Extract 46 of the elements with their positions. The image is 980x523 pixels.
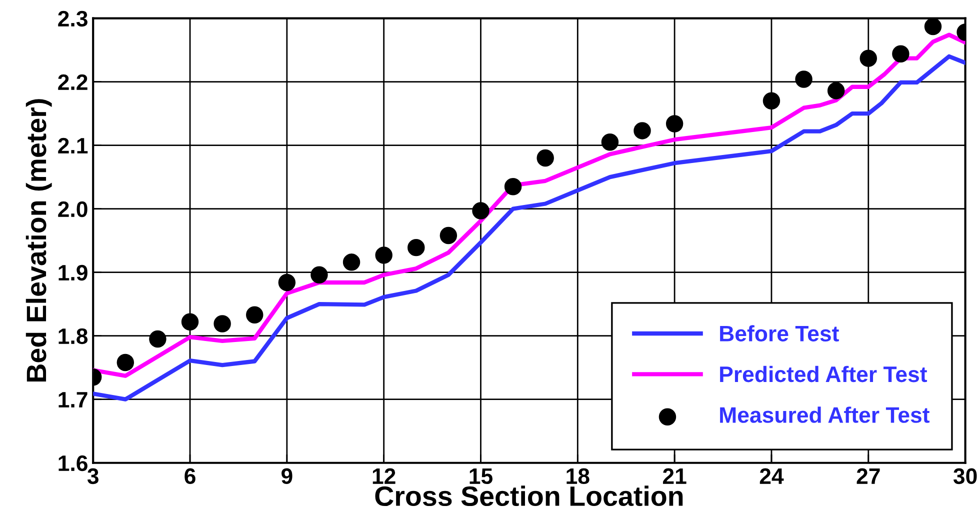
- point: [116, 354, 134, 372]
- legend-label: Before Test: [720, 325, 839, 342]
- point: [472, 202, 490, 220]
- legend-label: Measured After Test: [720, 406, 930, 423]
- x-tick-label: 30: [953, 468, 977, 484]
- point: [634, 122, 651, 140]
- x-tick-label: 27: [856, 468, 880, 484]
- x-tick-label: 12: [372, 468, 396, 484]
- x-tick-label: 15: [470, 468, 492, 484]
- y-tick-label: 1.6: [58, 455, 88, 472]
- point: [440, 226, 458, 244]
- point: [504, 178, 522, 196]
- y-tick-label: 2.2: [58, 74, 88, 90]
- point: [860, 50, 877, 67]
- point: [666, 115, 684, 132]
- point: [181, 313, 199, 330]
- point: [827, 82, 845, 100]
- y-tick-label: 2.1: [58, 138, 88, 154]
- point: [246, 306, 264, 324]
- y-tick-label: 1.7: [58, 392, 88, 408]
- y-tick-label: 2.0: [58, 201, 88, 218]
- x-tick-label: 18: [566, 468, 590, 484]
- point: [536, 149, 554, 167]
- point: [375, 246, 392, 264]
- point: [762, 92, 780, 110]
- x-tick-label: 21: [662, 468, 686, 484]
- x-tick-label: 6: [184, 468, 196, 484]
- point: [892, 45, 910, 62]
- point: [601, 134, 619, 151]
- point: [149, 330, 166, 348]
- point: [278, 274, 296, 292]
- x-tick-label: 9: [282, 468, 292, 484]
- point: [214, 315, 231, 332]
- point: [342, 254, 360, 271]
- x-axis-title: Cross Section Location: [375, 486, 683, 506]
- point: [310, 266, 328, 284]
- y-tick-label: 1.8: [58, 328, 88, 344]
- point: [795, 70, 812, 88]
- point: [924, 18, 942, 36]
- x-tick-label: 24: [760, 468, 784, 484]
- legend-label: Predicted After Test: [720, 366, 928, 382]
- y-tick-label: 2.3: [58, 10, 88, 27]
- y-tick-label: 1.9: [58, 264, 88, 281]
- point: [408, 238, 425, 256]
- y-axis-title: Bed Elevation (meter): [26, 99, 52, 382]
- x-tick-label: 3: [87, 468, 98, 484]
